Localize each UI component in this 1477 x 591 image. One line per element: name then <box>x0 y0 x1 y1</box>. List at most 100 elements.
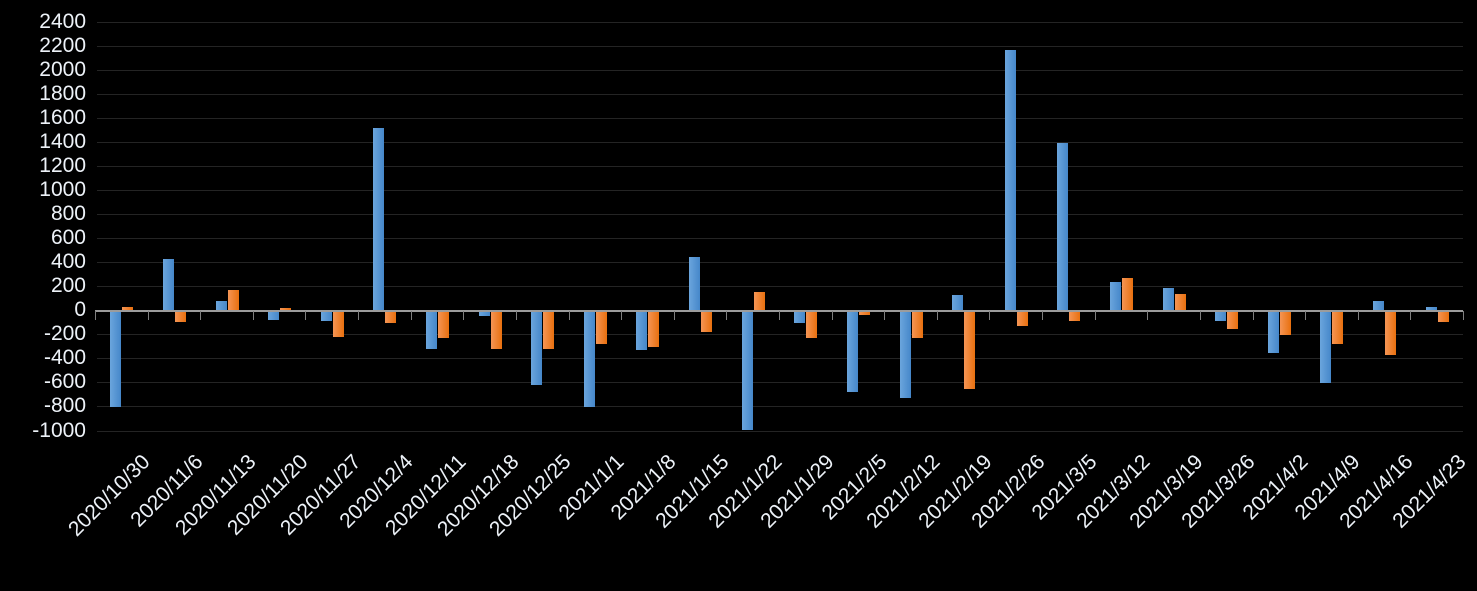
bar-blue <box>899 311 911 398</box>
x-axis-tick <box>673 311 675 321</box>
gridline <box>97 190 1463 192</box>
gridline <box>97 286 1463 288</box>
bar-blue <box>531 311 543 385</box>
gridline <box>97 382 1463 384</box>
x-axis-tick <box>147 311 149 321</box>
bar-blue <box>215 300 227 311</box>
x-axis-tick <box>884 311 886 321</box>
x-axis-tick <box>1147 311 1149 321</box>
bar-orange <box>648 311 660 348</box>
x-axis-tick <box>1305 311 1307 321</box>
gridline <box>97 358 1463 360</box>
bar-orange <box>122 306 134 311</box>
x-axis-tick <box>305 311 307 321</box>
x-axis-tick <box>410 311 412 321</box>
bar-blue <box>1215 311 1227 321</box>
bar-orange <box>1069 311 1081 321</box>
y-axis-tick-label: 200 <box>50 274 86 298</box>
x-axis-tick <box>1357 311 1359 321</box>
y-axis-tick-label: 2000 <box>39 58 86 82</box>
bar-orange <box>332 311 344 337</box>
y-axis-tick-label: -400 <box>43 346 86 370</box>
x-axis-tick <box>779 311 780 321</box>
bar-blue <box>320 311 332 321</box>
bar-blue <box>162 258 174 311</box>
x-axis-tick <box>463 311 465 321</box>
bar-orange <box>1385 311 1397 355</box>
y-axis-tick-label: -1000 <box>32 418 86 442</box>
x-axis-tick <box>726 311 728 321</box>
x-axis-tick <box>200 311 202 321</box>
y-axis-tick-label: 2400 <box>39 10 86 33</box>
bar-orange <box>1332 311 1344 344</box>
bar-blue <box>689 257 701 311</box>
gridline <box>97 46 1463 48</box>
gridline <box>97 22 1463 23</box>
bar-blue <box>583 311 595 408</box>
bar-blue <box>846 311 858 392</box>
gridline <box>97 118 1463 120</box>
x-axis-line <box>95 309 1463 312</box>
bar-orange <box>1174 293 1186 311</box>
y-axis-tick-label: 2200 <box>39 34 86 58</box>
bar-blue <box>426 311 437 349</box>
bar-orange <box>964 311 976 390</box>
x-axis-tick <box>1463 311 1464 321</box>
y-axis-tick-label: 1000 <box>39 178 86 202</box>
bar-orange <box>1227 311 1239 330</box>
bar-orange <box>385 311 397 324</box>
y-axis-tick-label: 1800 <box>39 82 86 106</box>
gridline <box>97 238 1463 240</box>
bar-blue <box>952 294 964 311</box>
x-axis-tick <box>1042 311 1044 321</box>
x-axis-tick <box>936 311 938 321</box>
x-axis-tick <box>1252 311 1254 321</box>
x-axis-tick <box>358 311 360 321</box>
x-axis-tick <box>1410 311 1412 321</box>
y-axis-tick-label: 0 <box>74 298 86 322</box>
bar-orange <box>806 311 818 338</box>
y-axis-tick-label: 1400 <box>39 130 86 154</box>
x-axis-tick <box>989 311 991 321</box>
bar-orange <box>1016 311 1028 326</box>
x-axis-tick <box>1199 311 1201 321</box>
bar-blue <box>1320 311 1332 384</box>
gridline <box>97 406 1463 408</box>
bar-orange <box>1437 311 1449 323</box>
bar-orange <box>858 311 870 315</box>
x-axis-tick <box>95 311 96 321</box>
gridline <box>97 166 1463 168</box>
bar-blue <box>110 311 122 408</box>
y-axis-tick-label: 400 <box>50 250 86 274</box>
bar-blue <box>268 311 280 320</box>
x-axis-tick <box>252 311 254 321</box>
gridline <box>97 334 1463 336</box>
x-axis-tick <box>621 311 623 321</box>
bar-blue <box>1162 287 1174 311</box>
y-axis-tick-label: 800 <box>50 202 86 226</box>
bar-blue <box>1425 306 1437 311</box>
y-axis-tick-label: 1200 <box>39 154 86 178</box>
bar-blue <box>478 311 490 317</box>
bar-orange <box>911 311 923 338</box>
bar-orange <box>490 311 502 349</box>
bar-orange <box>543 311 555 349</box>
bar-blue <box>636 311 648 350</box>
bar-blue <box>1057 143 1069 311</box>
y-axis-tick-label: -200 <box>43 322 86 346</box>
bar-blue <box>741 311 753 431</box>
x-axis-tick <box>1094 311 1096 321</box>
bar-blue <box>1373 300 1385 311</box>
x-axis-tick <box>515 311 517 321</box>
gridline <box>97 142 1463 144</box>
x-axis-tick <box>568 311 570 321</box>
bar-orange <box>1279 311 1291 336</box>
y-axis-tick-label: 600 <box>50 226 86 250</box>
gridline <box>97 262 1463 264</box>
bar-orange <box>227 289 239 311</box>
bar-orange <box>174 311 186 323</box>
gridline <box>97 430 1463 432</box>
bar-blue <box>794 311 806 324</box>
bar-blue <box>373 127 385 311</box>
